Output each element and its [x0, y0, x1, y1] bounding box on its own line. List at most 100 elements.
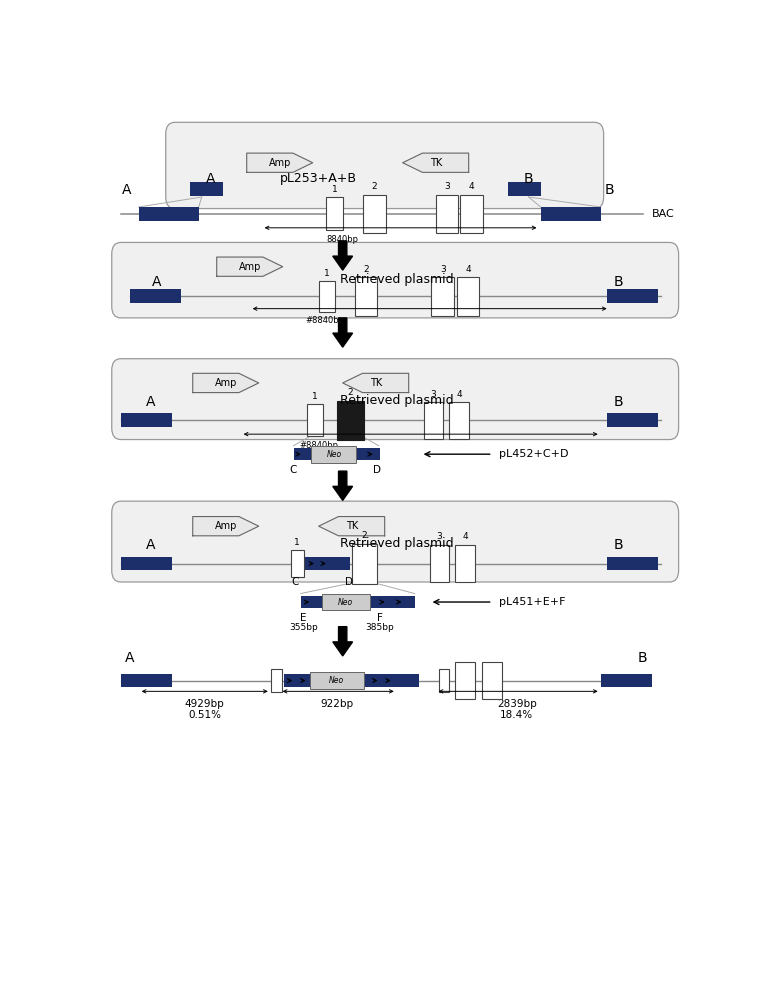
- Bar: [121, 557, 172, 570]
- Text: TK: TK: [430, 158, 442, 168]
- Text: E: E: [300, 613, 307, 623]
- Polygon shape: [343, 373, 409, 393]
- Bar: [311, 446, 357, 463]
- Text: Retrieved plasmid: Retrieved plasmid: [340, 394, 454, 407]
- Text: 2: 2: [372, 182, 377, 191]
- Text: A: A: [146, 538, 156, 552]
- Bar: [121, 674, 172, 687]
- Bar: [423, 402, 444, 439]
- Bar: [130, 289, 181, 303]
- Text: 2: 2: [348, 388, 353, 397]
- Text: BAC: BAC: [652, 209, 674, 219]
- Polygon shape: [247, 153, 313, 172]
- Text: A: A: [146, 395, 156, 409]
- Bar: [300, 596, 415, 608]
- Bar: [607, 557, 658, 570]
- Text: B: B: [614, 395, 623, 409]
- Bar: [363, 195, 386, 233]
- Bar: [310, 672, 364, 689]
- Text: 4: 4: [457, 390, 462, 399]
- Text: 1: 1: [294, 538, 300, 547]
- Polygon shape: [333, 627, 353, 656]
- Bar: [607, 413, 658, 427]
- FancyBboxPatch shape: [111, 242, 679, 318]
- Polygon shape: [333, 471, 353, 500]
- Text: 2: 2: [361, 531, 367, 540]
- Bar: [540, 207, 601, 221]
- Text: 4: 4: [465, 265, 471, 274]
- Bar: [327, 197, 344, 230]
- Text: pL253+A+B: pL253+A+B: [280, 172, 357, 185]
- Text: 3: 3: [437, 532, 443, 541]
- Bar: [139, 207, 199, 221]
- FancyBboxPatch shape: [111, 501, 679, 582]
- Bar: [337, 401, 364, 440]
- Text: F: F: [377, 613, 383, 623]
- Text: B: B: [604, 183, 615, 197]
- Bar: [307, 404, 324, 436]
- Text: 2839bp: 2839bp: [497, 699, 536, 709]
- Polygon shape: [193, 517, 259, 536]
- Text: Amp: Amp: [214, 521, 237, 531]
- Text: pL452+C+D: pL452+C+D: [498, 449, 568, 459]
- Text: Amp: Amp: [269, 158, 291, 168]
- Bar: [439, 669, 450, 692]
- Bar: [351, 544, 377, 584]
- Text: 1: 1: [312, 392, 318, 401]
- Bar: [284, 674, 419, 687]
- Text: B: B: [524, 172, 533, 186]
- Bar: [607, 289, 658, 303]
- Text: pL451+E+F: pL451+E+F: [498, 597, 565, 607]
- Text: A: A: [152, 275, 162, 289]
- Text: 1: 1: [332, 185, 337, 194]
- Text: 4: 4: [463, 532, 468, 541]
- Polygon shape: [217, 257, 283, 276]
- Text: 2: 2: [363, 265, 369, 274]
- Bar: [319, 281, 335, 312]
- Bar: [455, 662, 475, 699]
- Text: 3: 3: [430, 390, 437, 399]
- Bar: [271, 669, 282, 692]
- Bar: [430, 545, 450, 582]
- Text: #8840bp: #8840bp: [305, 316, 344, 325]
- Text: B: B: [614, 275, 623, 289]
- Text: C: C: [291, 577, 299, 587]
- Text: 4: 4: [469, 182, 474, 191]
- Text: 0.51%: 0.51%: [188, 710, 221, 720]
- Bar: [290, 550, 303, 577]
- Text: Neo: Neo: [327, 450, 341, 459]
- Bar: [508, 182, 541, 196]
- Bar: [121, 413, 172, 427]
- Text: TK: TK: [345, 521, 358, 531]
- Polygon shape: [333, 318, 353, 347]
- Bar: [431, 277, 454, 316]
- Text: A: A: [125, 651, 135, 665]
- Text: 355bp: 355bp: [289, 623, 318, 632]
- Text: B: B: [614, 538, 623, 552]
- Bar: [457, 277, 479, 316]
- Text: 3: 3: [444, 182, 450, 191]
- Bar: [322, 594, 370, 610]
- Text: 3: 3: [440, 265, 446, 274]
- Bar: [306, 557, 351, 570]
- Bar: [436, 195, 458, 233]
- Text: 1: 1: [324, 269, 330, 278]
- Polygon shape: [193, 373, 259, 393]
- FancyBboxPatch shape: [111, 359, 679, 440]
- Text: A: A: [206, 172, 215, 186]
- Text: #8840bp: #8840bp: [300, 441, 338, 450]
- Polygon shape: [402, 153, 469, 172]
- Text: Amp: Amp: [214, 378, 237, 388]
- Text: Retrieved plasmid: Retrieved plasmid: [340, 273, 454, 286]
- Text: A: A: [122, 183, 132, 197]
- Text: C: C: [289, 465, 297, 475]
- Polygon shape: [319, 517, 385, 536]
- Text: D: D: [374, 465, 382, 475]
- Text: 8840bp: 8840bp: [327, 235, 358, 244]
- Bar: [190, 182, 223, 196]
- Bar: [482, 662, 502, 699]
- Text: Amp: Amp: [238, 262, 261, 272]
- Bar: [455, 545, 475, 582]
- Text: 922bp: 922bp: [320, 699, 353, 709]
- FancyBboxPatch shape: [166, 122, 604, 209]
